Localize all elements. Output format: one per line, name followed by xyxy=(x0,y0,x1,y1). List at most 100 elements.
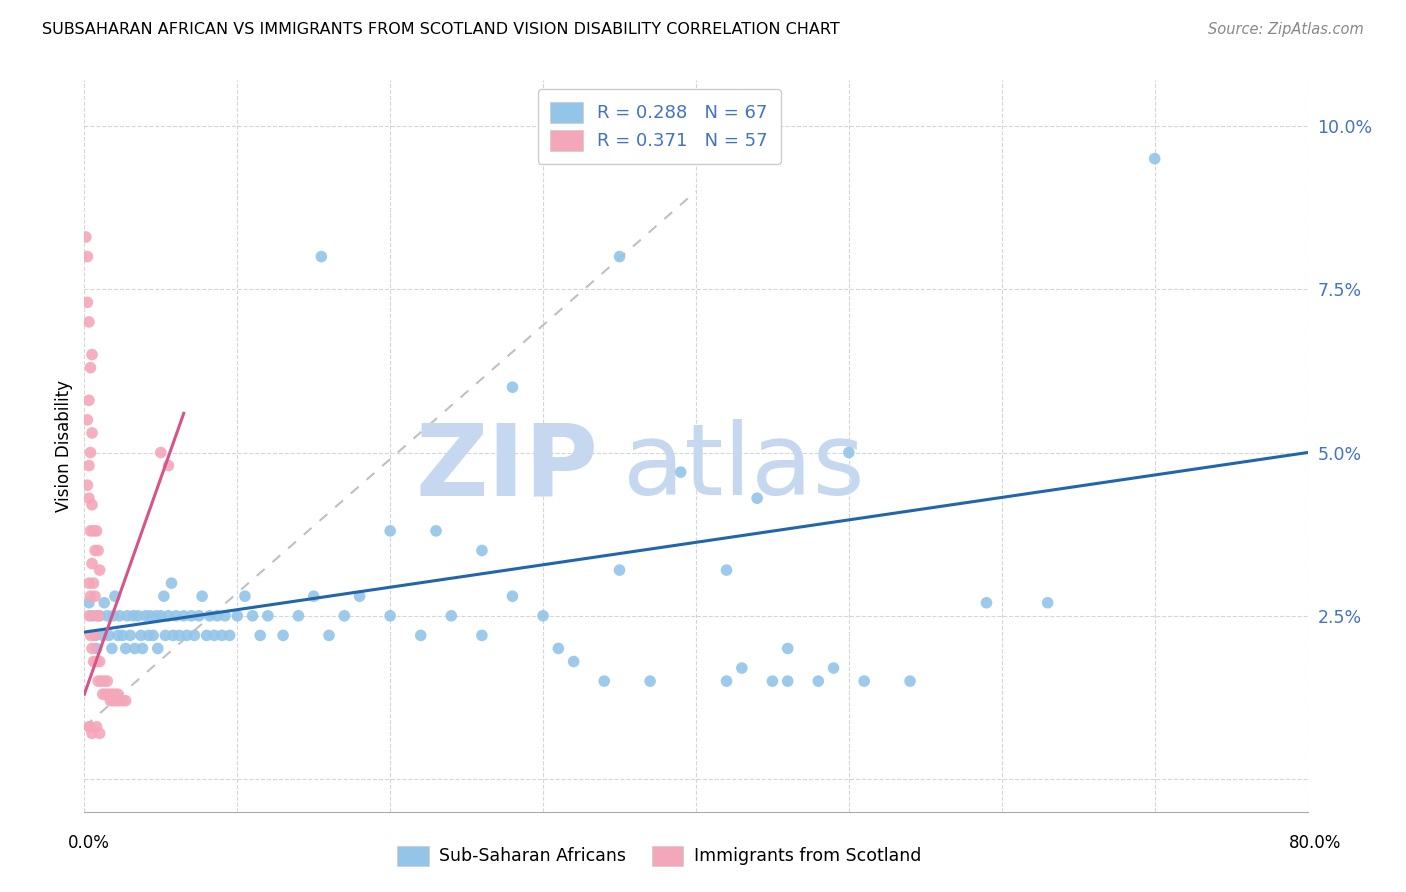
Point xyxy=(853,674,876,689)
Point xyxy=(242,608,264,623)
Point xyxy=(122,608,145,623)
Text: ZIP: ZIP xyxy=(415,419,598,516)
Point xyxy=(79,360,101,375)
Point xyxy=(89,563,111,577)
Point xyxy=(83,576,105,591)
Point xyxy=(333,608,356,623)
Point xyxy=(318,628,340,642)
Point xyxy=(96,608,118,623)
Point xyxy=(114,641,136,656)
Point xyxy=(425,524,447,538)
Point xyxy=(153,589,176,603)
Point xyxy=(90,674,112,689)
Point xyxy=(77,315,100,329)
Point xyxy=(86,720,108,734)
Point xyxy=(349,589,371,603)
Point xyxy=(86,524,108,538)
Point xyxy=(502,380,524,394)
Point xyxy=(198,608,221,623)
Point xyxy=(87,608,110,623)
Point xyxy=(149,445,172,459)
Point xyxy=(502,589,524,603)
Point xyxy=(87,543,110,558)
Point xyxy=(638,674,661,689)
Point xyxy=(471,543,494,558)
Point xyxy=(83,524,105,538)
Point xyxy=(776,674,799,689)
Point xyxy=(111,694,134,708)
Point xyxy=(115,608,138,623)
Point xyxy=(135,608,157,623)
Point xyxy=(207,608,229,623)
Point xyxy=(157,608,180,623)
Point xyxy=(77,393,100,408)
Point xyxy=(1143,152,1166,166)
Point xyxy=(155,628,177,642)
Point xyxy=(547,641,569,656)
Point xyxy=(173,608,195,623)
Point xyxy=(139,608,162,623)
Point xyxy=(107,628,129,642)
Point xyxy=(226,608,249,623)
Point xyxy=(302,589,325,603)
Point xyxy=(80,425,103,440)
Legend: Sub-Saharan Africans, Immigrants from Scotland: Sub-Saharan Africans, Immigrants from Sc… xyxy=(391,838,928,872)
Point xyxy=(80,608,103,623)
Point xyxy=(103,608,125,623)
Text: atlas: atlas xyxy=(623,419,865,516)
Point xyxy=(669,465,692,479)
Point xyxy=(76,250,98,264)
Point xyxy=(142,628,165,642)
Point xyxy=(380,524,402,538)
Point xyxy=(91,687,114,701)
Point xyxy=(77,596,100,610)
Point xyxy=(120,628,142,642)
Point xyxy=(898,674,921,689)
Point xyxy=(214,608,236,623)
Point xyxy=(104,687,127,701)
Point xyxy=(91,628,114,642)
Point xyxy=(84,628,107,642)
Point xyxy=(108,694,131,708)
Point xyxy=(271,628,294,642)
Point xyxy=(84,543,107,558)
Point xyxy=(93,674,115,689)
Point xyxy=(162,628,184,642)
Point xyxy=(165,608,187,623)
Point xyxy=(98,694,121,708)
Point xyxy=(257,608,280,623)
Point xyxy=(180,608,202,623)
Text: SUBSAHARAN AFRICAN VS IMMIGRANTS FROM SCOTLAND VISION DISABILITY CORRELATION CHA: SUBSAHARAN AFRICAN VS IMMIGRANTS FROM SC… xyxy=(42,22,839,37)
Point xyxy=(76,413,98,427)
Point xyxy=(79,524,101,538)
Point xyxy=(129,628,152,642)
Point xyxy=(823,661,845,675)
Point xyxy=(89,655,111,669)
Point xyxy=(107,687,129,701)
Point xyxy=(145,608,167,623)
Point xyxy=(311,250,333,264)
Point xyxy=(202,628,225,642)
Point xyxy=(111,628,134,642)
Point xyxy=(114,694,136,708)
Text: 0.0%: 0.0% xyxy=(67,834,110,852)
Point xyxy=(233,589,256,603)
Point xyxy=(146,641,169,656)
Point xyxy=(101,687,124,701)
Point xyxy=(104,589,127,603)
Point xyxy=(103,694,125,708)
Point xyxy=(89,608,111,623)
Point xyxy=(80,641,103,656)
Point xyxy=(157,458,180,473)
Point xyxy=(183,628,205,642)
Point xyxy=(86,608,108,623)
Point xyxy=(83,655,105,669)
Text: Source: ZipAtlas.com: Source: ZipAtlas.com xyxy=(1208,22,1364,37)
Point xyxy=(976,596,998,610)
Point xyxy=(86,641,108,656)
Point xyxy=(93,596,115,610)
Point xyxy=(409,628,432,642)
Point xyxy=(80,557,103,571)
Point xyxy=(80,726,103,740)
Point xyxy=(716,563,738,577)
